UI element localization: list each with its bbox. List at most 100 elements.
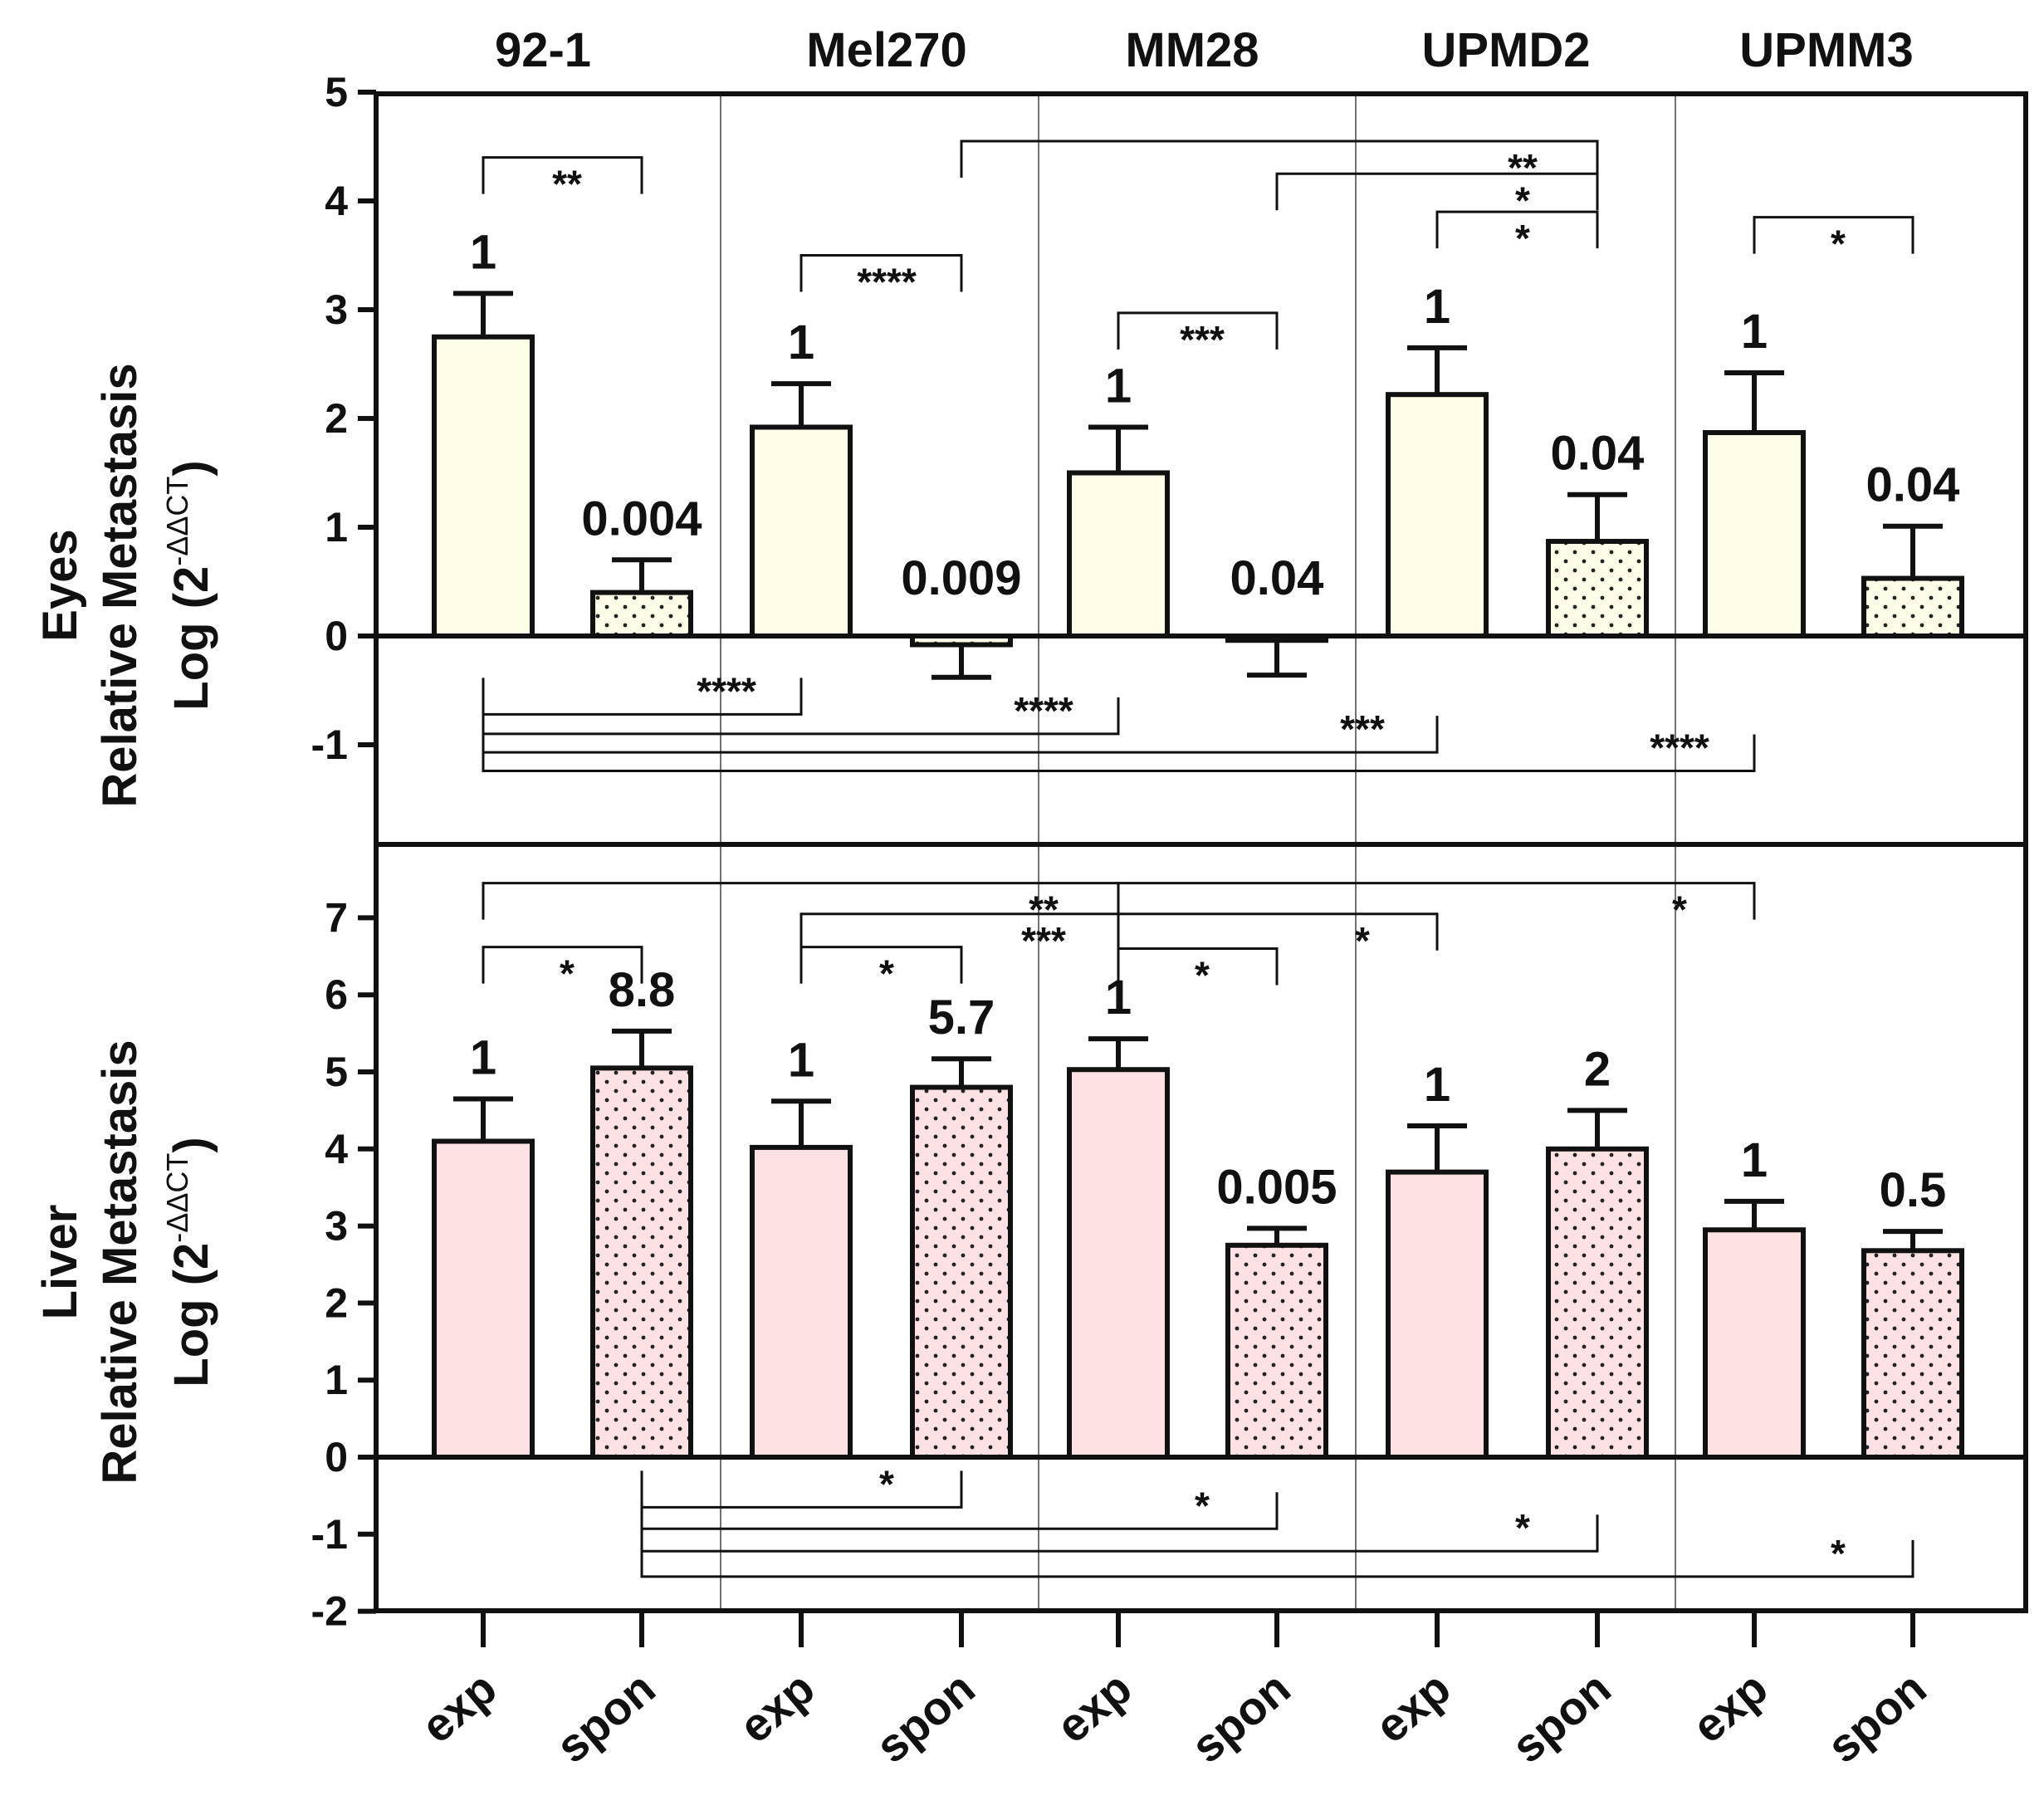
x-category-label: exp bbox=[411, 1661, 506, 1753]
y-tick-label: -1 bbox=[311, 1511, 348, 1558]
y-tick-label: 2 bbox=[325, 1279, 348, 1326]
cell-line-label: MM28 bbox=[1125, 23, 1259, 77]
bar-value-label: 5.7 bbox=[928, 991, 995, 1044]
significance-label: **** bbox=[1014, 689, 1073, 732]
significance-bracket bbox=[482, 716, 1439, 754]
significance-bracket bbox=[482, 946, 643, 984]
significance-bracket bbox=[640, 1514, 1599, 1553]
y-tick-label: 0 bbox=[325, 613, 348, 659]
y-tick-label: 6 bbox=[325, 971, 348, 1018]
bar-spon bbox=[910, 1084, 1013, 1460]
eyes-y-title-suffix: ) bbox=[164, 460, 218, 476]
bar-spon bbox=[1861, 1248, 1964, 1460]
cell-line-label: UPMM3 bbox=[1739, 23, 1913, 77]
y-tick-label: -1 bbox=[311, 722, 348, 768]
significance-bracket bbox=[640, 1539, 1914, 1578]
significance-label: * bbox=[1515, 179, 1530, 222]
liver-y-title-line1: Liver bbox=[33, 1205, 87, 1320]
significance-bracket bbox=[1117, 947, 1279, 986]
liver-y-title-prefix: Log (2 bbox=[164, 1243, 218, 1387]
significance-label: * bbox=[879, 1462, 894, 1505]
bar-value-label: 0.005 bbox=[1216, 1160, 1337, 1214]
significance-bracket bbox=[800, 254, 963, 292]
y-tick-label: 4 bbox=[325, 178, 348, 224]
bar-value-label: 1 bbox=[1741, 305, 1768, 359]
x-category-label: spon bbox=[1502, 1661, 1621, 1773]
bar-spon bbox=[1225, 1242, 1328, 1460]
significance-label: **** bbox=[857, 261, 917, 304]
significance-bracket bbox=[1117, 912, 1439, 951]
bar-exp bbox=[1703, 1227, 1806, 1460]
significance-label: * bbox=[1195, 1484, 1210, 1527]
eyes-y-axis-title: Eyes Relative Metastasis Log (2-ΔΔCT) bbox=[33, 363, 218, 807]
cell-line-label: UPMD2 bbox=[1421, 23, 1590, 77]
bar-exp bbox=[750, 1144, 853, 1460]
significance-bracket bbox=[960, 139, 1599, 178]
significance-label: * bbox=[1831, 1532, 1846, 1575]
bar-value-label: 1 bbox=[1424, 1058, 1450, 1112]
bar-exp bbox=[1067, 1067, 1170, 1460]
significance-label: *** bbox=[1340, 707, 1385, 751]
y-tick-label: 5 bbox=[325, 69, 348, 115]
y-tick-label: 2 bbox=[325, 395, 348, 442]
y-tick-label: 4 bbox=[325, 1126, 348, 1172]
significance-label: * bbox=[879, 952, 894, 996]
y-tick-label: 7 bbox=[325, 894, 348, 941]
significance-bracket bbox=[800, 912, 1120, 951]
significance-label: *** bbox=[1021, 919, 1066, 962]
significance-bracket bbox=[482, 156, 643, 194]
x-category-label: exp bbox=[1682, 1661, 1777, 1753]
bar-value-label: 0.5 bbox=[1880, 1163, 1947, 1217]
significance-bracket bbox=[1117, 311, 1279, 350]
significance-bracket bbox=[1753, 216, 1914, 254]
bar-value-label: 1 bbox=[1105, 359, 1132, 413]
significance-label: * bbox=[1355, 919, 1370, 962]
y-tick-label: 1 bbox=[325, 1357, 348, 1403]
bar-value-label: 1 bbox=[470, 225, 496, 279]
significance-label: * bbox=[560, 952, 575, 996]
x-category-label: spon bbox=[1817, 1661, 1936, 1773]
bar-value-label: 1 bbox=[1424, 280, 1450, 334]
y-tick-label: 3 bbox=[325, 1203, 348, 1250]
bar-spon bbox=[1861, 575, 1964, 639]
significance-label: ** bbox=[1029, 888, 1059, 932]
bar-value-label: 1 bbox=[788, 316, 814, 369]
y-tick-label: 0 bbox=[325, 1434, 348, 1480]
significance-bracket bbox=[640, 1470, 963, 1509]
x-category-label: exp bbox=[1365, 1661, 1460, 1753]
liver-y-title-line2: Relative Metastasis bbox=[93, 1040, 147, 1484]
significance-bracket bbox=[482, 734, 1756, 772]
eyes-y-title-line1: Eyes bbox=[33, 529, 87, 641]
x-category-label: spon bbox=[1181, 1661, 1300, 1773]
bar-value-label: 0.04 bbox=[1230, 551, 1324, 605]
y-tick-label: -2 bbox=[311, 1588, 348, 1635]
bar-spon bbox=[910, 634, 1013, 648]
bar-exp bbox=[432, 1138, 535, 1460]
bar-value-label: 0.04 bbox=[1866, 458, 1960, 512]
significance-label: ** bbox=[552, 163, 582, 206]
significance-bracket bbox=[1435, 210, 1599, 249]
bar-exp bbox=[1067, 470, 1170, 638]
significance-bracket bbox=[482, 697, 1120, 736]
liver-y-title-sup: -ΔΔCT bbox=[160, 1153, 194, 1243]
bar-exp bbox=[1703, 430, 1806, 639]
cell-line-label: Mel270 bbox=[806, 23, 966, 77]
bar-exp bbox=[1386, 392, 1489, 638]
eyes-y-title-line3: Log (2-ΔΔCT) bbox=[160, 460, 218, 710]
bar-value-label: 0.004 bbox=[581, 492, 702, 545]
significance-label: * bbox=[1831, 223, 1846, 266]
liver-y-title-suffix: ) bbox=[164, 1137, 218, 1152]
significance-label: **** bbox=[1650, 726, 1709, 769]
x-category-label: spon bbox=[546, 1661, 665, 1773]
cell-line-label: 92-1 bbox=[495, 23, 591, 77]
significance-bracket bbox=[482, 678, 803, 716]
x-category-label: spon bbox=[866, 1661, 985, 1773]
bar-spon bbox=[1225, 634, 1328, 643]
eyes-y-title-prefix: Log (2 bbox=[164, 566, 218, 711]
bar-spon bbox=[590, 590, 693, 638]
significance-label: **** bbox=[697, 669, 756, 712]
liver-y-title-line3: Log (2-ΔΔCT) bbox=[160, 1137, 218, 1387]
